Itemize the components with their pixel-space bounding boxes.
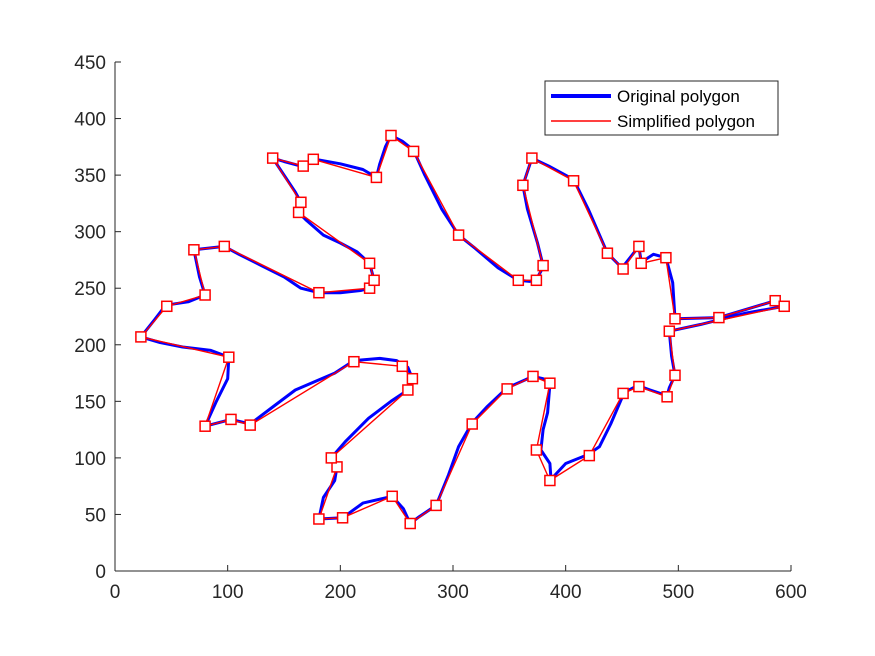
x-tick-label: 100 bbox=[212, 582, 244, 603]
simplified-vertex-marker bbox=[135, 331, 147, 343]
simplified-vertex-marker bbox=[544, 377, 556, 389]
axes: 0 100 200 300 400 500 600 0 50 100 150 200 250 300 350… bbox=[74, 53, 807, 603]
simplified-vertex-marker bbox=[530, 444, 543, 456]
legend-box bbox=[544, 80, 779, 136]
simplified-vertex-marker bbox=[386, 490, 398, 503]
x-tick-label: 500 bbox=[662, 582, 694, 603]
simplified-vertex-marker bbox=[368, 274, 380, 287]
simplified-vertex-marker bbox=[292, 206, 305, 219]
simplified-vertex-marker bbox=[363, 257, 376, 270]
simplified-vertex-marker bbox=[325, 452, 338, 464]
simplified-vertex-marker bbox=[430, 499, 442, 512]
simplified-vertex-marker bbox=[466, 418, 478, 430]
simplified-vertex-marker bbox=[404, 517, 416, 530]
simplified-vertex-marker bbox=[669, 313, 681, 325]
simplified-vertex-marker bbox=[244, 419, 256, 431]
x-tick-label: 300 bbox=[437, 582, 469, 603]
y-tick-label: 450 bbox=[74, 53, 106, 74]
simplified-vertex-marker bbox=[313, 513, 325, 525]
simplified-vertex-marker bbox=[517, 179, 529, 192]
simplified-vertex-marker bbox=[218, 240, 231, 253]
simplified-vertex-marker bbox=[348, 355, 360, 368]
simplified-vertex-marker bbox=[199, 420, 211, 432]
simplified-vertex-marker bbox=[199, 289, 211, 301]
simplified-vertex-marker bbox=[669, 369, 681, 382]
simplified-vertex-marker bbox=[161, 300, 173, 313]
simplified-vertex-marker bbox=[313, 286, 325, 299]
simplified-vertex-marker bbox=[402, 384, 414, 396]
simplified-vertex-marker bbox=[617, 263, 629, 275]
y-tick-label: 300 bbox=[74, 223, 106, 244]
y-tick-label: 50 bbox=[85, 505, 106, 526]
y-tick-label: 200 bbox=[74, 336, 106, 357]
simplified-vertex-marker bbox=[526, 152, 538, 164]
y-tick-label: 250 bbox=[74, 279, 106, 300]
legend-label-original: Original polygon bbox=[617, 87, 740, 106]
legend: Original polygon Simplified polygon bbox=[544, 80, 779, 136]
simplified-vertex-marker bbox=[601, 247, 614, 259]
simplified-vertex-marker bbox=[385, 129, 397, 142]
simplified-vertex-marker bbox=[307, 153, 320, 166]
simplified-vertex-marker bbox=[223, 351, 235, 363]
x-tick-label: 600 bbox=[775, 582, 807, 603]
simplified-vertex-marker bbox=[527, 370, 539, 383]
simplified-vertex-marker bbox=[336, 512, 349, 524]
simplified-vertex-marker bbox=[661, 391, 673, 403]
simplified-vertex-marker bbox=[396, 360, 409, 373]
simplified-vertex-marker bbox=[778, 300, 790, 313]
series-layer bbox=[135, 129, 790, 530]
simplified-vertex-marker bbox=[512, 274, 525, 287]
simplified-vertex-marker bbox=[583, 449, 596, 462]
simplified-vertex-marker bbox=[713, 311, 725, 324]
legend-label-simplified: Simplified polygon bbox=[617, 112, 755, 131]
simplified-vertex-marker bbox=[297, 160, 309, 172]
simplified-vertex-marker bbox=[266, 152, 279, 164]
simplified-vertex-marker bbox=[406, 372, 419, 385]
simplified-vertex-marker bbox=[188, 244, 200, 256]
simplified-vertex-marker bbox=[617, 387, 629, 400]
simplified-vertex-marker bbox=[452, 229, 465, 241]
simplified-vertex-marker bbox=[567, 175, 580, 187]
simplified-vertex-marker bbox=[544, 474, 556, 487]
simplified-vertex-marker bbox=[537, 259, 549, 272]
simplified-vertex-marker bbox=[501, 383, 513, 395]
x-tick-label: 200 bbox=[324, 582, 356, 603]
simplified-vertex-marker bbox=[633, 240, 645, 253]
simplified-vertex-marker bbox=[225, 413, 237, 426]
y-tick-label: 100 bbox=[74, 449, 106, 470]
simplified-vertex-marker bbox=[660, 251, 672, 264]
simplified-vertex-marker bbox=[663, 325, 676, 337]
y-tick-label: 400 bbox=[74, 110, 106, 131]
simplified-vertex-marker bbox=[530, 274, 543, 287]
y-tick-label: 350 bbox=[74, 166, 106, 187]
simplified-vertex-marker bbox=[635, 257, 647, 270]
simplified-vertex-marker bbox=[370, 171, 383, 184]
y-tick-label: 150 bbox=[74, 392, 106, 413]
simplified-vertex-marker bbox=[407, 145, 420, 158]
simplified-vertex-marker bbox=[633, 380, 645, 393]
x-tick-label: 400 bbox=[550, 582, 582, 603]
simplified-vertex-marker bbox=[295, 196, 307, 209]
y-tick-label: 0 bbox=[95, 562, 106, 583]
x-tick-label: 0 bbox=[110, 582, 121, 603]
